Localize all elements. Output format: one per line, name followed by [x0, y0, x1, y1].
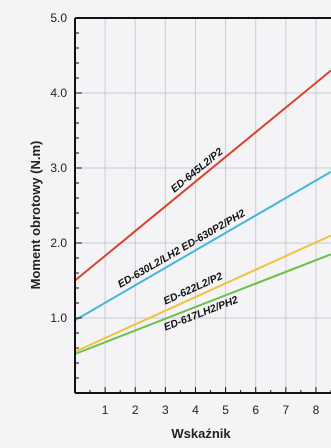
series-lines	[74, 69, 331, 355]
y-tick-label: 3.0	[50, 161, 67, 175]
x-axis-title: Wskaźnik	[171, 426, 231, 441]
x-tick-label: 6	[252, 403, 259, 417]
x-tick-label: 8	[313, 403, 320, 417]
x-tick-label: 1	[102, 403, 109, 417]
x-tick-label: 3	[162, 403, 169, 417]
y-tick-label: 2.0	[50, 236, 67, 250]
tick-labels: 1 2 3 4 5 6 7 8 1.0 2.0 3.0 4.0 5.0	[50, 11, 319, 417]
x-tick-label: 4	[192, 403, 199, 417]
y-axis-title: Moment obrotowy (N.m)	[28, 141, 43, 290]
series-line	[74, 69, 331, 282]
axes	[74, 17, 331, 394]
y-tick-label: 5.0	[50, 11, 67, 25]
x-tick-label: 7	[282, 403, 289, 417]
y-tick-label: 4.0	[50, 86, 67, 100]
series-line	[74, 253, 331, 355]
x-tick-label: 2	[132, 403, 139, 417]
x-tick-label: 5	[222, 403, 229, 417]
series-line	[74, 170, 331, 322]
y-tick-label: 1.0	[50, 311, 67, 325]
series-line	[74, 234, 331, 353]
